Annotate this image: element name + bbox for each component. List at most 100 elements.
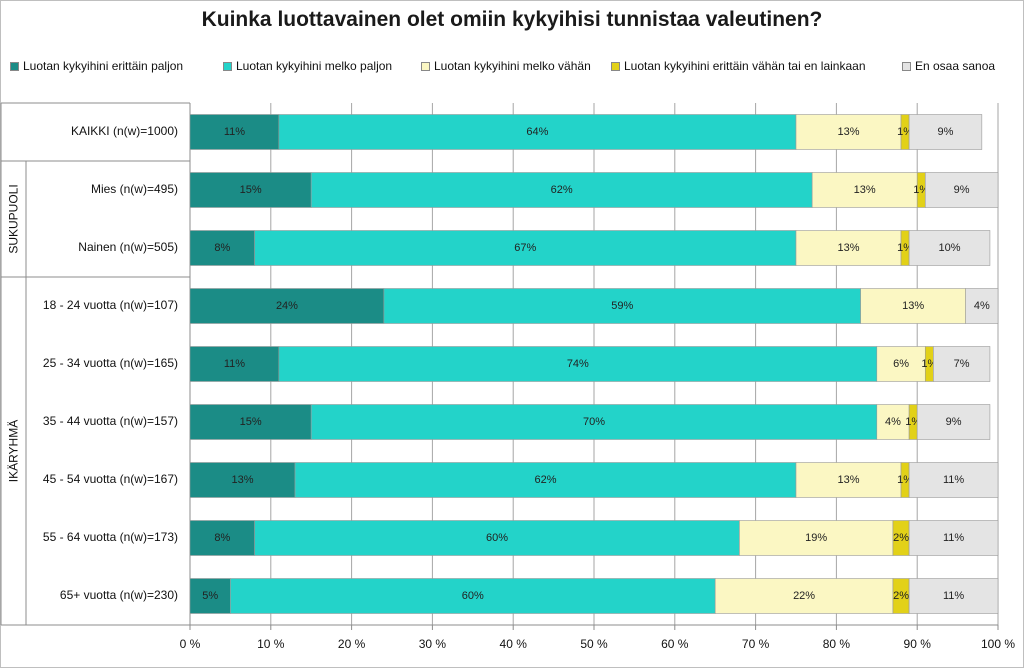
data-label: 11% <box>224 358 245 370</box>
data-label: 11% <box>943 532 964 544</box>
legend-item: Luotan kykyihini erittäin vähän tai en l… <box>611 59 866 73</box>
x-tick-label: 50 % <box>580 637 608 651</box>
bar-segment <box>924 172 999 208</box>
x-tick-label: 60 % <box>661 637 689 651</box>
x-tick-label: 100 % <box>981 637 1015 651</box>
bar-segment <box>189 288 385 324</box>
data-label: 15% <box>240 184 262 196</box>
data-label: 19% <box>805 532 827 544</box>
data-label: 10% <box>939 242 961 254</box>
category-label: 35 - 44 vuotta (n(w)=157) <box>43 414 178 428</box>
bar-segment <box>908 578 999 614</box>
x-tick-label: 30 % <box>419 637 447 651</box>
bar-segment <box>189 230 255 266</box>
data-label: 11% <box>943 474 964 486</box>
legend-item: Luotan kykyihini melko vähän <box>421 59 591 73</box>
bar-segment <box>189 346 280 382</box>
data-label: 11% <box>224 126 245 138</box>
legend-label: Luotan kykyihini erittäin vähän tai en l… <box>624 59 866 73</box>
category-label: 18 - 24 vuotta (n(w)=107) <box>43 298 178 312</box>
data-label: 59% <box>611 300 633 312</box>
data-label: 15% <box>240 416 262 428</box>
legend-swatch <box>611 61 620 71</box>
data-label: 13% <box>838 242 860 254</box>
legend-item: Luotan kykyihini erittäin paljon <box>10 59 183 73</box>
legend-swatch <box>223 61 232 71</box>
legend-swatch <box>10 61 19 71</box>
bar-segment <box>795 230 902 266</box>
category-label: Mies (n(w)=495) <box>91 182 178 196</box>
data-label: 13% <box>902 300 924 312</box>
legend-label: Luotan kykyihini melko vähän <box>434 59 591 73</box>
data-label: 70% <box>583 416 605 428</box>
data-label: 22% <box>793 590 815 602</box>
data-label: 2% <box>893 532 909 544</box>
data-label: 9% <box>938 126 954 138</box>
x-tick-label: 80 % <box>823 637 851 651</box>
bar-segment <box>876 346 926 382</box>
data-label: 11% <box>943 590 964 602</box>
bar-segment <box>278 346 878 382</box>
data-label: 6% <box>893 358 909 370</box>
data-label: 13% <box>838 474 860 486</box>
legend-swatch <box>902 61 911 71</box>
bar-segment <box>714 578 894 614</box>
bar-segment <box>278 114 797 150</box>
data-label: 9% <box>954 184 970 196</box>
group-label: IKÄRYHMÄ <box>7 420 21 482</box>
data-label: 5% <box>202 590 218 602</box>
data-label: 67% <box>514 242 536 254</box>
category-label: 55 - 64 vuotta (n(w)=173) <box>43 530 178 544</box>
data-label: 4% <box>885 416 901 428</box>
x-tick-label: 20 % <box>338 637 366 651</box>
legend-item: Luotan kykyihini melko paljon <box>223 59 392 73</box>
data-label: 2% <box>893 590 909 602</box>
category-label: 65+ vuotta (n(w)=230) <box>60 588 178 602</box>
data-label: 74% <box>567 358 589 370</box>
bar-segment <box>916 404 991 440</box>
bar-segment <box>230 578 716 614</box>
data-label: 62% <box>535 474 557 486</box>
category-label: 25 - 34 vuotta (n(w)=165) <box>43 356 178 370</box>
x-tick-label: 10 % <box>257 637 285 651</box>
category-label: KAIKKI (n(w)=1000) <box>71 124 178 138</box>
data-label: 60% <box>486 532 508 544</box>
chart-title: Kuinka luottavainen olet omiin kykyihisi… <box>201 8 823 31</box>
legend-item: En osaa sanoa <box>902 59 995 73</box>
category-label: Nainen (n(w)=505) <box>78 240 178 254</box>
data-label: 24% <box>276 300 298 312</box>
bar-segment <box>383 288 861 324</box>
bar-segment <box>795 462 902 498</box>
legend-label: Luotan kykyihini erittäin paljon <box>23 59 184 73</box>
data-label: 4% <box>974 300 990 312</box>
data-label: 7% <box>954 358 970 370</box>
data-label: 9% <box>946 416 962 428</box>
data-label: 60% <box>462 590 484 602</box>
data-label: 62% <box>551 184 573 196</box>
bar-segment <box>310 172 813 208</box>
legend-swatch <box>421 61 430 71</box>
x-tick-label: 40 % <box>500 637 528 651</box>
bar-segment <box>310 404 878 440</box>
legend-label: En osaa sanoa <box>915 59 996 73</box>
bar-segment <box>908 230 991 266</box>
bar-segment <box>908 462 999 498</box>
data-label: 64% <box>526 126 548 138</box>
legend-label: Luotan kykyihini melko paljon <box>236 59 393 73</box>
x-tick-label: 70 % <box>742 637 770 651</box>
bar-segment <box>189 172 312 208</box>
bar-segment <box>739 520 894 556</box>
data-label: 13% <box>838 126 860 138</box>
bar-segment <box>908 114 983 150</box>
bar-segment <box>254 230 797 266</box>
data-label: 8% <box>214 242 230 254</box>
group-label: SUKUPUOLI <box>7 184 21 253</box>
bar-segment <box>860 288 966 324</box>
data-label: 8% <box>214 532 230 544</box>
category-label: 45 - 54 vuotta (n(w)=167) <box>43 472 178 486</box>
bar-segment <box>965 288 999 324</box>
chart-legend: Luotan kykyihini erittäin paljon Luotan k… <box>10 59 1014 77</box>
x-tick-label: 90 % <box>904 637 932 651</box>
